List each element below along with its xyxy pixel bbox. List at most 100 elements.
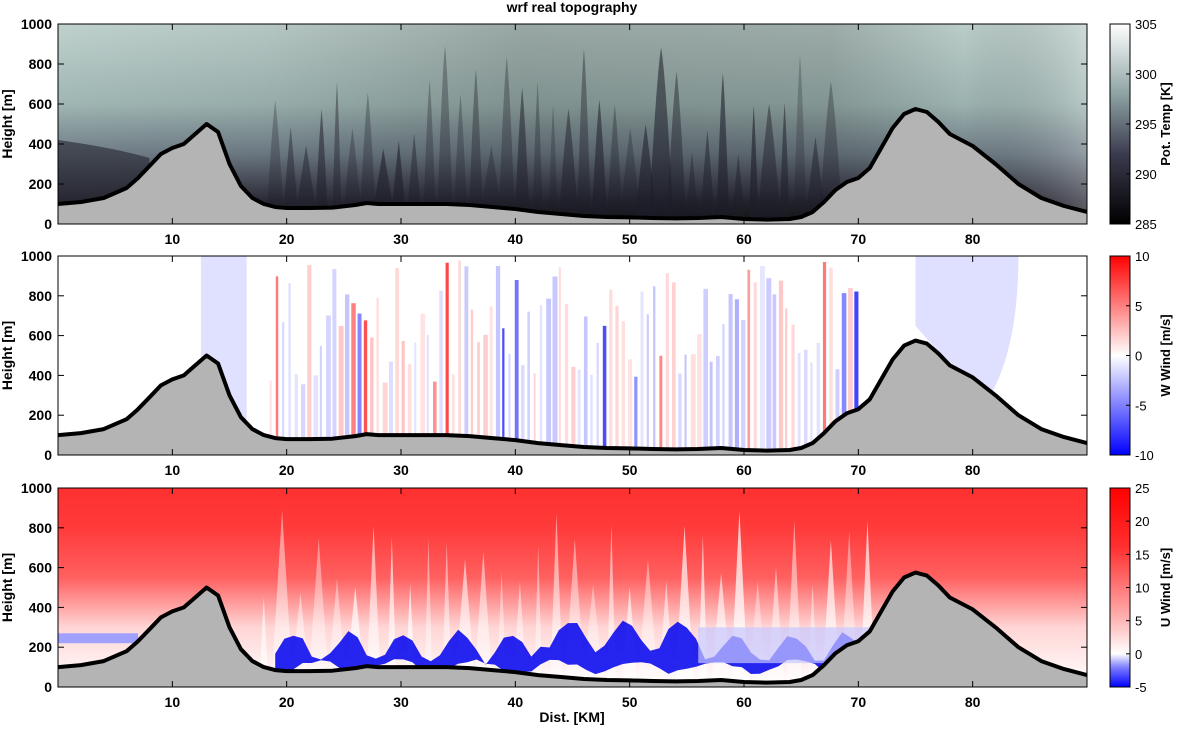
x-tick-label: 50 — [622, 694, 638, 710]
w-streak — [722, 324, 725, 455]
w-streak — [388, 361, 393, 455]
colorbar-tick-label: 285 — [1135, 217, 1157, 232]
colorbar-tick-label: 25 — [1135, 481, 1149, 496]
x-tick-label: 70 — [851, 694, 867, 710]
w-streak — [351, 303, 356, 455]
w-streak — [678, 373, 682, 455]
w-streak — [414, 342, 417, 455]
w-streak — [395, 267, 400, 455]
w-streak — [665, 273, 669, 455]
x-tick-label: 20 — [279, 462, 295, 478]
w-streak — [546, 298, 552, 455]
plume — [478, 145, 504, 224]
terrain-fill — [58, 109, 1087, 224]
weak-flow-plume — [308, 537, 330, 687]
w-streak — [778, 280, 784, 455]
plume — [423, 80, 437, 224]
plume — [648, 47, 674, 224]
plume — [498, 56, 515, 224]
w-streak — [596, 342, 599, 455]
y-tick-label: 600 — [29, 328, 53, 344]
plume — [685, 151, 699, 224]
terrain-fill — [58, 340, 1087, 455]
x-axis-label: Dist. [KM] — [539, 709, 604, 725]
y-tick-label: 0 — [44, 216, 52, 232]
w-streak — [521, 365, 525, 455]
w-streak — [577, 369, 581, 455]
panel-1: 10 20 30 40 50 60 70 8002004006008001000Height … — [0, 16, 1173, 247]
w-streak — [269, 380, 272, 455]
colorbar-tick-label: 10 — [1135, 581, 1149, 596]
plume — [591, 99, 608, 224]
x-tick-label: 10 — [165, 462, 181, 478]
panel-3: 10 20 30 40 50 60 70 8002004006008001000Height … — [0, 480, 1173, 710]
plume — [332, 81, 342, 224]
w-streak — [621, 321, 625, 455]
plume — [282, 127, 299, 224]
plume — [716, 72, 730, 224]
w-streak — [715, 356, 720, 455]
w-streak — [464, 266, 469, 455]
y-tick-label: 600 — [29, 96, 53, 112]
w-streak — [829, 267, 833, 455]
x-tick-label: 20 — [279, 231, 295, 247]
colorbar-tick-label: 300 — [1135, 67, 1157, 82]
w-streak — [810, 362, 813, 455]
y-tick-label: 800 — [29, 56, 53, 72]
terrain-line — [58, 570, 1087, 685]
weak-flow-plume — [473, 551, 493, 687]
x-tick-label: 40 — [508, 231, 524, 247]
w-streak — [344, 294, 350, 455]
plot-area-1 — [58, 24, 1087, 224]
w-streak — [697, 334, 702, 455]
w-streak — [420, 313, 426, 455]
w-streak — [489, 306, 493, 455]
colorbar-tick-label: 290 — [1135, 167, 1157, 182]
x-tick-label: 30 — [393, 694, 409, 710]
terrain-line — [58, 338, 1087, 453]
x-tick-label: 50 — [622, 462, 638, 478]
reverse-flow-region — [698, 627, 870, 664]
w-streak — [822, 261, 827, 455]
x-tick-label: 20 — [279, 694, 295, 710]
y-tick-label: 0 — [44, 679, 52, 695]
weak-flow-plume — [366, 525, 381, 687]
plume — [514, 87, 530, 224]
w-streak — [407, 364, 412, 455]
plume — [793, 55, 807, 224]
w-streak — [615, 305, 619, 455]
w-streak — [753, 282, 757, 455]
w-streak — [319, 346, 322, 455]
y-tick-label: 400 — [29, 599, 53, 615]
w-streak — [382, 382, 388, 455]
y-tick-label: 1000 — [21, 480, 52, 496]
x-tick-label: 50 — [622, 231, 638, 247]
w-streak — [646, 314, 649, 455]
plume — [406, 133, 422, 224]
y-tick-label: 800 — [29, 288, 53, 304]
w-streak — [854, 291, 859, 455]
y-tick-label: 1000 — [21, 16, 52, 32]
w-streak — [816, 342, 821, 455]
plume — [619, 127, 641, 224]
w-streak — [363, 320, 368, 455]
weak-flow-plume — [424, 537, 433, 687]
x-tick-label: 70 — [851, 462, 867, 478]
plume — [342, 128, 363, 224]
w-streak — [433, 381, 437, 455]
plume — [359, 92, 377, 224]
w-streak — [797, 352, 801, 455]
x-tick-label: 70 — [851, 231, 867, 247]
w-streak — [653, 286, 656, 455]
w-streak — [785, 308, 788, 455]
y-tick-label: 200 — [29, 407, 53, 423]
w-streak — [741, 320, 746, 455]
axes-frame — [57, 255, 1088, 456]
plume — [731, 153, 746, 224]
colorbar-tick-label: 0 — [1135, 647, 1142, 662]
x-tick-label: 30 — [393, 231, 409, 247]
colorbar-tick-label: -5 — [1135, 398, 1147, 413]
x-tick-label: 80 — [965, 694, 981, 710]
w-streak — [426, 334, 429, 455]
